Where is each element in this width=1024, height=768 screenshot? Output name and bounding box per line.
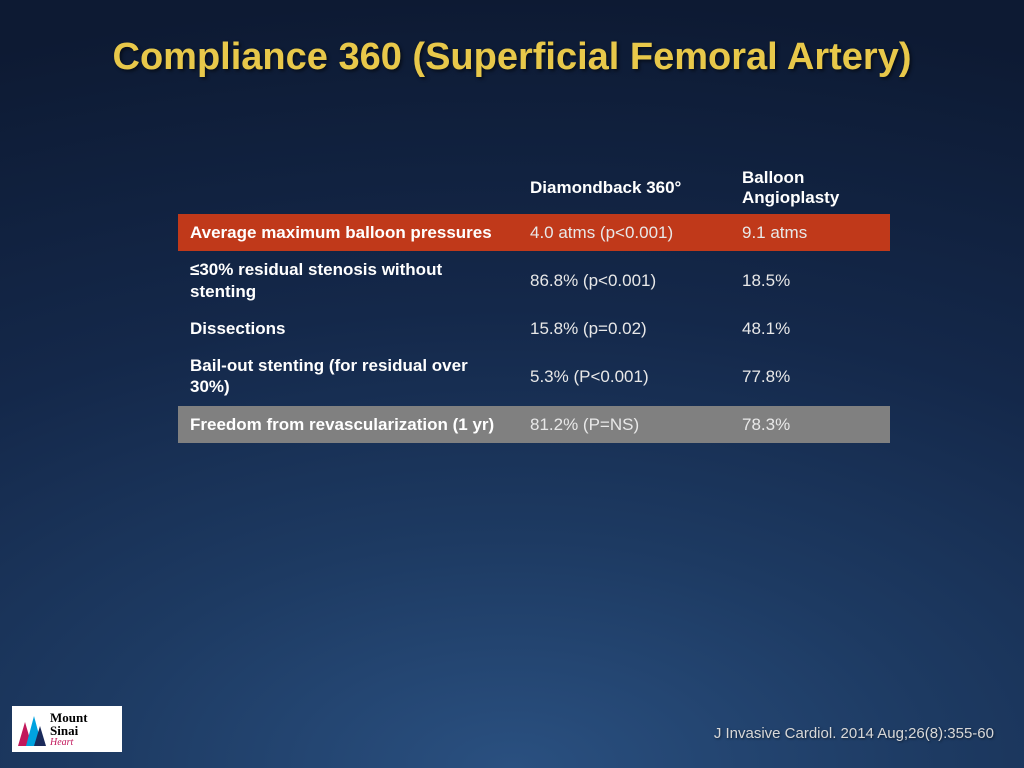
mount-sinai-logo: Mount Sinai Heart (12, 706, 122, 752)
table-header-row: Diamondback 360° Balloon Angioplasty (178, 162, 890, 214)
header-col-b: Balloon Angioplasty (730, 162, 890, 214)
comparison-table: Diamondback 360° Balloon Angioplasty Ave… (178, 162, 890, 443)
row-val-a: 15.8% (p=0.02) (518, 310, 708, 347)
table-row: ≤30% residual stenosis without stenting … (178, 251, 890, 310)
row-val-b: 78.3% (730, 406, 890, 443)
logo-main-text: Mount Sinai (50, 711, 116, 737)
row-gap (708, 406, 730, 443)
slide-title: Compliance 360 (Superficial Femoral Arte… (0, 36, 1024, 79)
row-gap (708, 214, 730, 251)
row-gap (708, 251, 730, 310)
row-label: Bail-out stenting (for residual over 30%… (178, 347, 518, 406)
row-val-a: 4.0 atms (p<0.001) (518, 214, 708, 251)
row-label: ≤30% residual stenosis without stenting (178, 251, 518, 310)
row-val-a: 81.2% (P=NS) (518, 406, 708, 443)
row-val-b: 18.5% (730, 251, 890, 310)
row-label: Dissections (178, 310, 518, 347)
row-val-b: 9.1 atms (730, 214, 890, 251)
header-col-a: Diamondback 360° (518, 162, 708, 214)
row-gap (708, 347, 730, 406)
table-row: Average maximum balloon pressures 4.0 at… (178, 214, 890, 251)
citation-text: J Invasive Cardiol. 2014 Aug;26(8):355-6… (714, 725, 994, 742)
table-row: Bail-out stenting (for residual over 30%… (178, 347, 890, 406)
row-val-b: 77.8% (730, 347, 890, 406)
table-row: Dissections 15.8% (p=0.02) 48.1% (178, 310, 890, 347)
row-val-a: 5.3% (P<0.001) (518, 347, 708, 406)
row-label: Average maximum balloon pressures (178, 214, 518, 251)
table-row: Freedom from revascularization (1 yr) 81… (178, 406, 890, 443)
row-val-b: 48.1% (730, 310, 890, 347)
row-label: Freedom from revascularization (1 yr) (178, 406, 518, 443)
logo-sub-text: Heart (50, 738, 116, 748)
row-gap (708, 310, 730, 347)
row-val-a: 86.8% (p<0.001) (518, 251, 708, 310)
header-empty (178, 162, 518, 214)
header-gap (708, 162, 730, 214)
mount-sinai-icon (18, 712, 46, 746)
